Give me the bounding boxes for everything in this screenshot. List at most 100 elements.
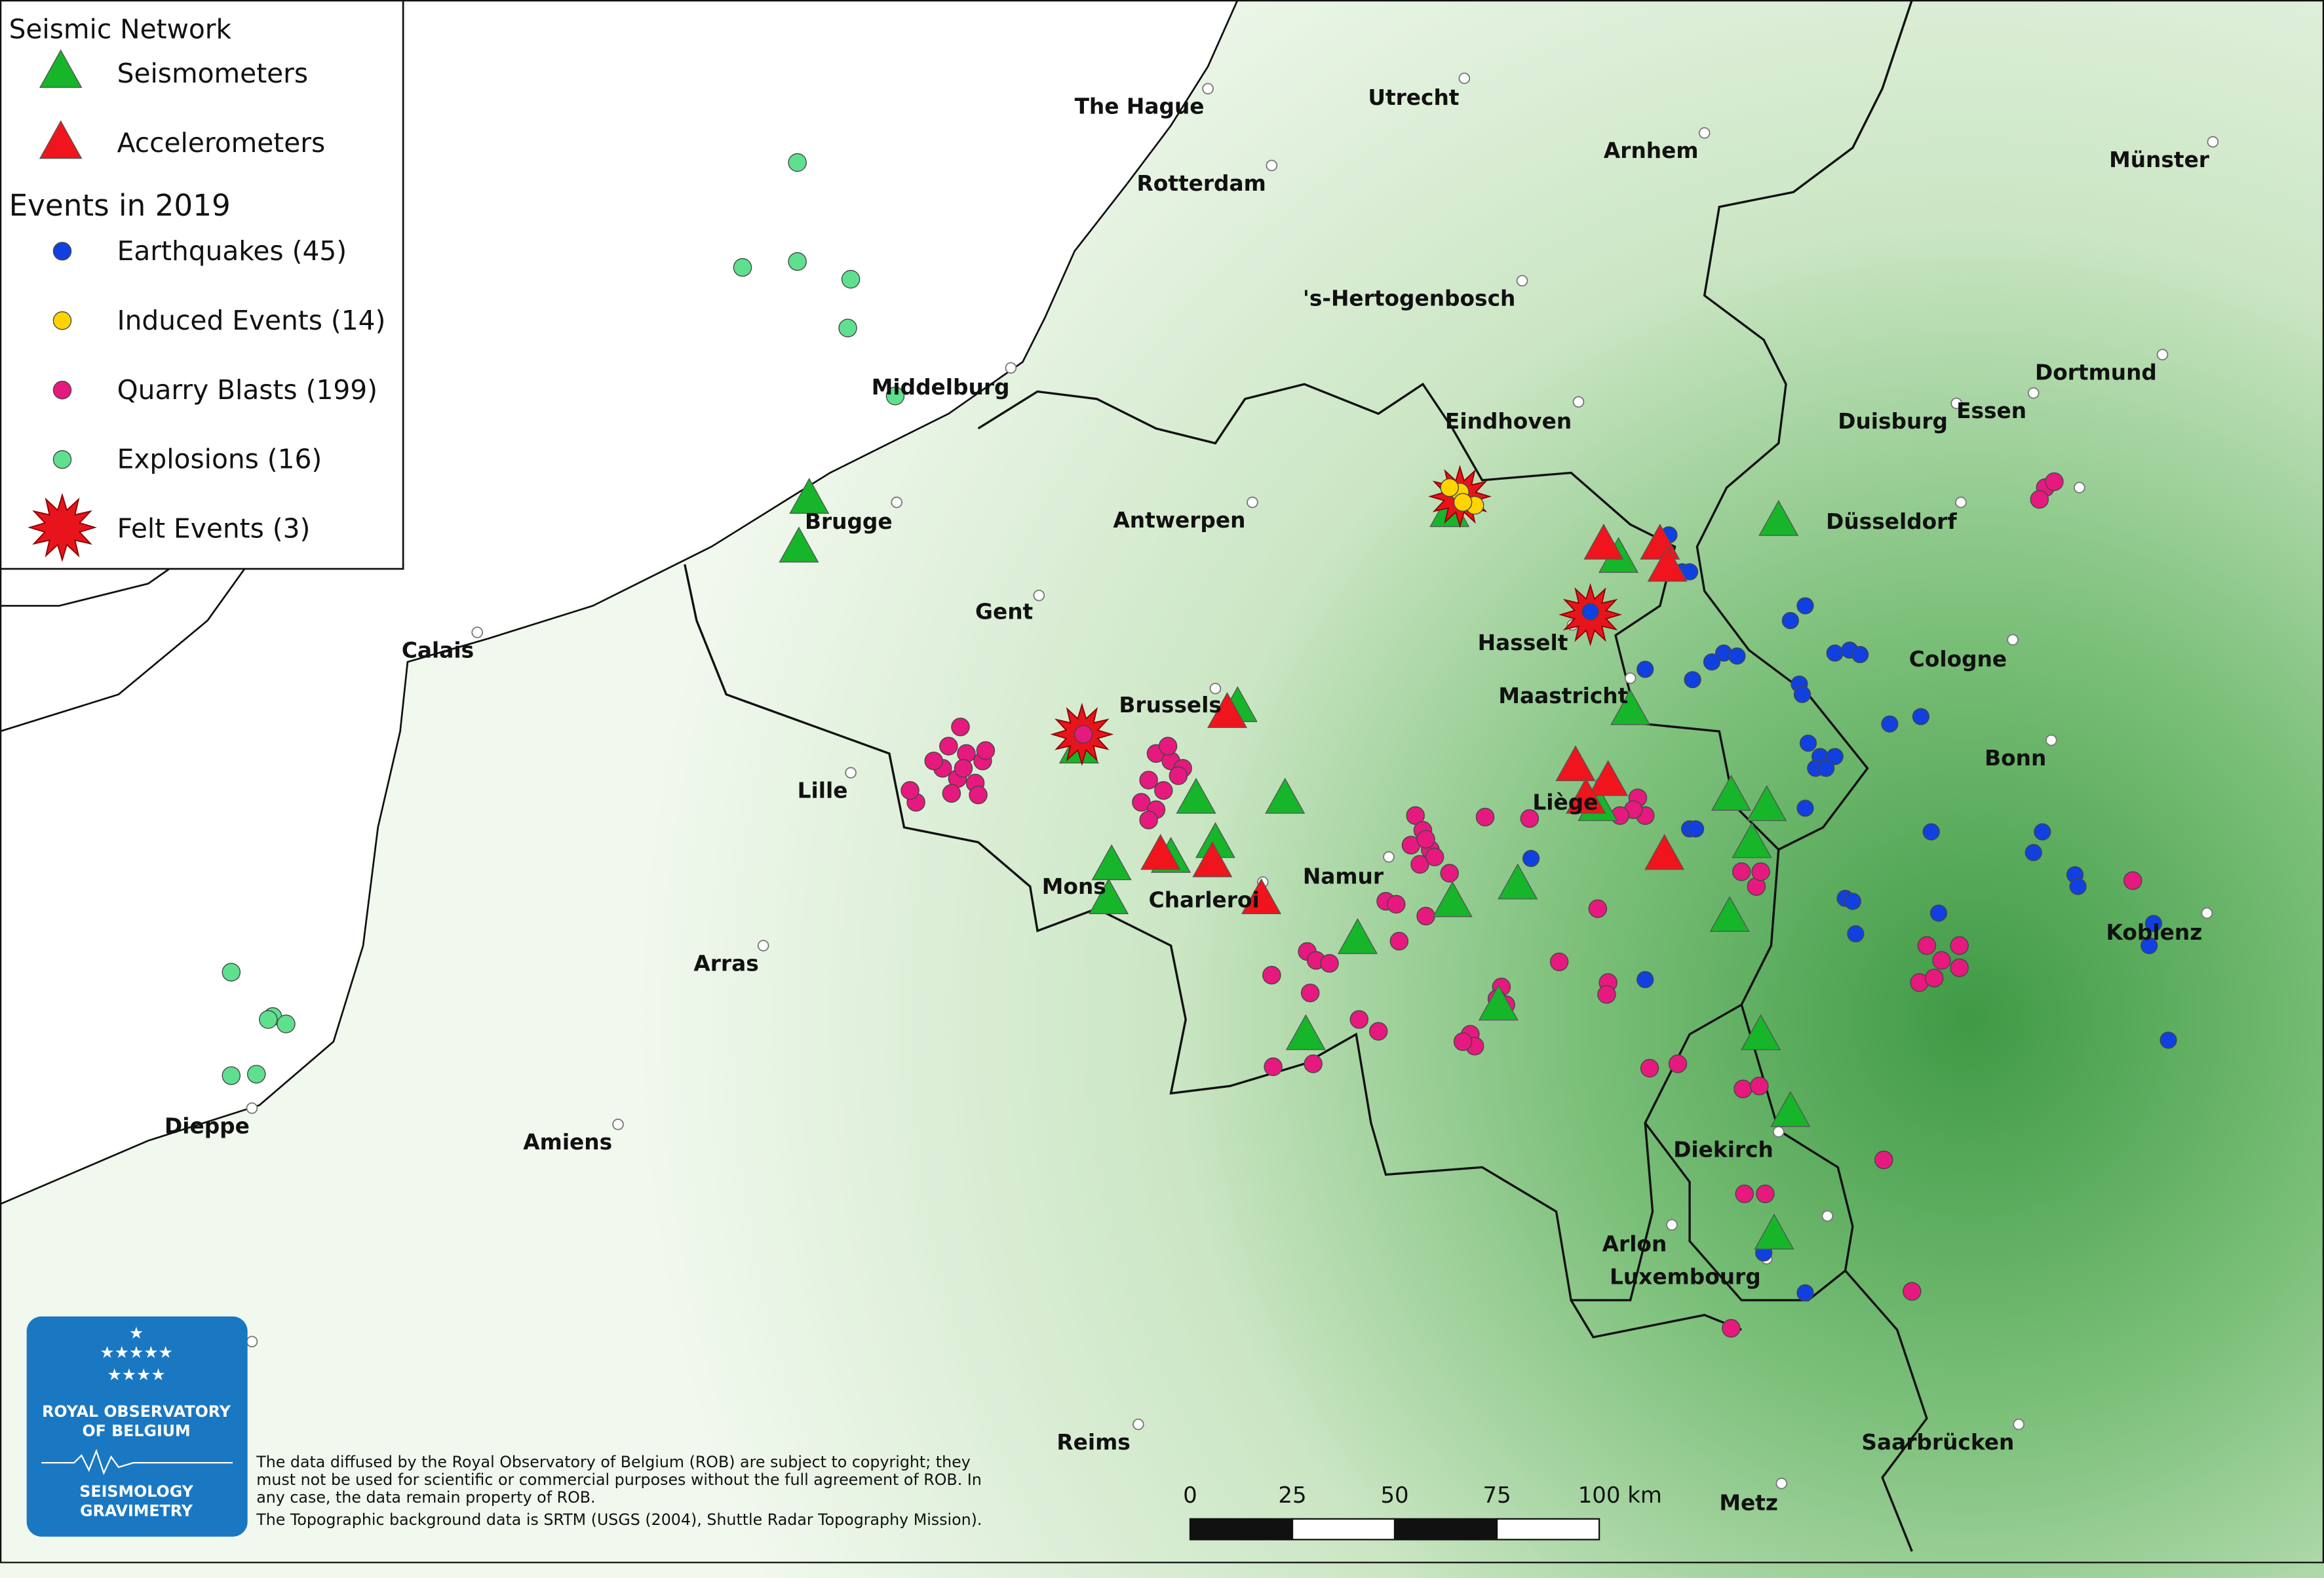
logo-text: SEISMOLOGY: [79, 1482, 193, 1501]
city-dot: [246, 1336, 258, 1348]
triangle: [1610, 689, 1651, 725]
triangle: [1770, 1090, 1811, 1127]
legend-item: Explosions (16): [117, 444, 322, 475]
event-dot: [1549, 952, 1569, 972]
triangle: [1566, 777, 1606, 814]
triangle: [1747, 785, 1787, 821]
event-dot: [1320, 953, 1339, 973]
city-label: Antwerpen: [1113, 508, 1245, 533]
disclaimer: The data diffused by the Royal Observato…: [256, 1453, 971, 1471]
event-dot: [969, 785, 988, 805]
legend-item: Seismometers: [117, 58, 308, 89]
city-label: Cologne: [1909, 647, 2007, 672]
city-dot: [2013, 1418, 2024, 1431]
event-dot: [1154, 781, 1173, 800]
event-dot: [1732, 862, 1751, 881]
city-label: Luxembourg: [1610, 1264, 1761, 1289]
event-dot: [1929, 904, 1948, 922]
city-dot: [1624, 672, 1636, 684]
triangle: [1337, 918, 1378, 954]
event-dot: [52, 242, 72, 261]
city-label: Düsseldorf: [1826, 509, 1957, 534]
event-dot: [939, 737, 958, 756]
event-dot: [246, 1064, 266, 1084]
triangle: [1754, 1213, 1794, 1250]
legend-box: [0, 0, 404, 570]
triangle: [1265, 777, 1306, 814]
triangle: [1089, 878, 1129, 914]
event-dot: [1851, 645, 1869, 663]
triangle: [1207, 692, 1248, 728]
event-dot: [1074, 725, 1093, 744]
city-label: Arnhem: [1604, 138, 1699, 163]
logo-text: ROYAL OBSERVATORY: [42, 1402, 231, 1421]
city-label: Brussels: [1119, 693, 1222, 718]
event-dot: [1139, 811, 1158, 830]
city-dot: [757, 940, 769, 952]
event-dot: [1751, 862, 1770, 881]
event-dot: [1722, 1318, 1741, 1338]
event-dot: [1684, 671, 1701, 689]
event-dot: [1826, 748, 1844, 765]
city-dot: [471, 626, 484, 638]
event-dot: [1304, 1054, 1323, 1073]
city-dot: [1950, 397, 1962, 410]
city-dot: [1572, 396, 1585, 408]
event-dot: [1844, 893, 1861, 910]
event-dot: [885, 387, 905, 406]
triangle: [1583, 524, 1624, 560]
legend-item: Earthquakes (45): [117, 235, 347, 267]
event-dot: [52, 311, 72, 330]
event-dot: [1581, 603, 1599, 621]
city-label: Mons: [1042, 874, 1106, 899]
legend-item: Felt Events (3): [117, 513, 311, 545]
city-dot: [1033, 589, 1045, 602]
legend-item: Induced Events (14): [117, 305, 386, 336]
triangle: [39, 120, 83, 159]
scale-segment: [1393, 1518, 1498, 1541]
city-dot: [1383, 851, 1395, 863]
event-dot: [1440, 478, 1459, 497]
event-dot: [1425, 847, 1444, 866]
triangle: [1498, 863, 1538, 900]
triangle: [779, 526, 819, 563]
event-dot: [1796, 597, 1814, 615]
logo-seismogram: [41, 1448, 233, 1475]
city-label: 's-Hertogenbosch: [1303, 286, 1516, 311]
event-dot: [1132, 793, 1151, 812]
event-dot: [2030, 490, 2049, 509]
city-labels: The Hague Utrecht Arnhem Münster Rotterdam 's…: [165, 85, 2210, 1515]
triangle: [1478, 984, 1519, 1021]
triangle: [1192, 841, 1233, 877]
city-label: Diekirch: [1673, 1137, 1773, 1162]
city-dot: [2074, 482, 2085, 493]
disclaimer: The Topographic background data is SRTM …: [256, 1511, 982, 1529]
city-dot: [891, 496, 903, 509]
event-dot: [1922, 823, 1940, 841]
city-dot: [845, 767, 857, 779]
triangle: [1285, 1014, 1326, 1050]
border-belgium: [684, 382, 1780, 1301]
event-dot: [1668, 1054, 1688, 1073]
disclaimer: must not be used for scientific or comme…: [256, 1471, 982, 1489]
event-dot: [1881, 715, 1899, 733]
event-dot: [2024, 843, 2042, 862]
event-dot: [1874, 1150, 1893, 1170]
scale-label: 50: [1380, 1482, 1408, 1508]
event-dot: [1169, 766, 1188, 785]
city-label: Middelburg: [872, 375, 1010, 400]
logo-stars: ★: [129, 1324, 144, 1343]
legend-title: Seismic Network: [9, 14, 232, 45]
city-label: Dortmund: [2035, 360, 2157, 385]
city-label: Rotterdam: [1137, 171, 1266, 196]
city-dot: [1698, 127, 1711, 139]
city-dot: [612, 1119, 624, 1130]
event-dot: [1522, 849, 1540, 868]
event-dot: [1389, 932, 1409, 951]
city-dot: [2201, 907, 2213, 919]
event-dot: [2123, 871, 2142, 890]
event-dot: [1597, 985, 1616, 1004]
city-label: Charleroi: [1149, 887, 1260, 912]
